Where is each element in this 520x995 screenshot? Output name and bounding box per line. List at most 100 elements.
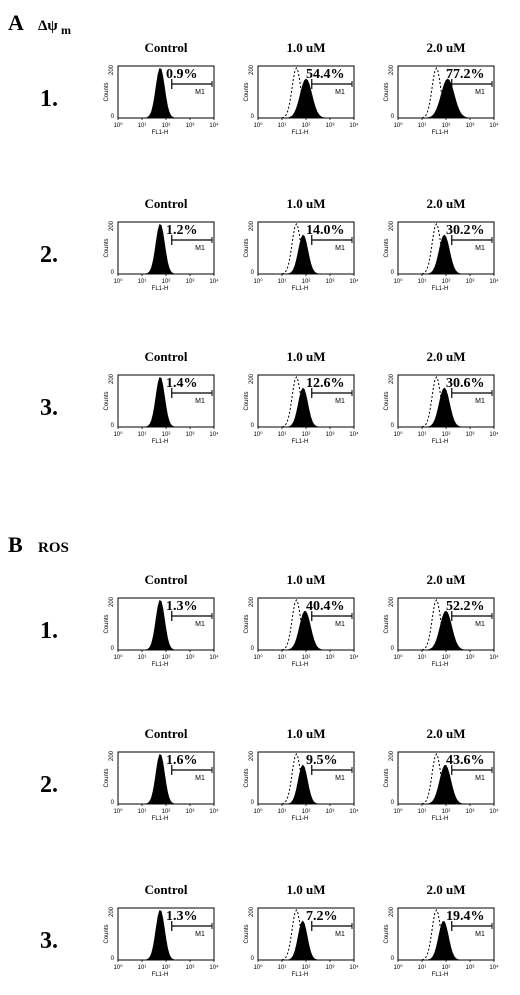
x-tick-label: 10⁰ (253, 964, 263, 971)
percent-label: 9.5% (306, 753, 338, 768)
column-title: 1.0 uM (287, 196, 326, 211)
x-tick-label: 10² (442, 123, 451, 129)
x-axis-label: FL1-H (432, 816, 449, 822)
x-tick-label: 10⁴ (209, 278, 219, 285)
x-axis-label: FL1-H (292, 286, 309, 292)
x-tick-label: 10⁴ (349, 654, 359, 661)
y-tick-label: 0 (391, 800, 395, 806)
x-tick-label: 10¹ (418, 123, 427, 129)
column-title: 2.0 uM (427, 726, 466, 741)
row-label: 1. (40, 618, 58, 644)
x-tick-label: 10¹ (278, 123, 287, 129)
x-tick-label: 10¹ (278, 279, 287, 285)
histogram-cell: Control 200 0 Counts 10⁰ 10¹ 10² 10³ 10⁴ FL1-H M1 0… (104, 40, 219, 136)
x-tick-label: 10⁴ (209, 122, 219, 129)
histogram-cell: 2.0 uM 200 0 Counts 10⁰ 10¹ 10² 10³ 10⁴ FL1-H M1 30… (384, 349, 499, 445)
x-tick-label: 10² (442, 432, 451, 438)
y-tick-label: 200 (249, 373, 255, 384)
y-tick-label: 200 (249, 906, 255, 917)
x-tick-label: 10² (302, 965, 311, 971)
histogram-filled (258, 78, 354, 119)
y-axis-label: Counts (244, 391, 250, 410)
row-label: 3. (40, 928, 58, 954)
gate-label: M1 (195, 775, 205, 782)
y-tick-label: 200 (109, 373, 115, 384)
gate-label: M1 (195, 398, 205, 405)
x-tick-label: 10³ (186, 123, 195, 129)
x-axis-label: FL1-H (152, 439, 169, 445)
x-tick-label: 10⁰ (113, 278, 123, 285)
x-tick-label: 10³ (466, 432, 475, 438)
x-tick-label: 10¹ (418, 432, 427, 438)
row-label: 3. (40, 395, 58, 421)
x-axis-label: FL1-H (152, 972, 169, 978)
y-tick-label: 0 (391, 270, 395, 276)
gate-label: M1 (475, 245, 485, 252)
y-tick-label: 0 (391, 114, 395, 120)
x-tick-label: 10² (162, 965, 171, 971)
panel-letter: A (8, 10, 24, 35)
x-tick-label: 10³ (466, 655, 475, 661)
y-tick-label: 200 (109, 596, 115, 607)
y-tick-label: 0 (391, 423, 395, 429)
histogram-filled (258, 387, 354, 428)
y-tick-label: 0 (111, 114, 115, 120)
gate-label: M1 (195, 931, 205, 938)
y-axis-label: Counts (104, 768, 110, 787)
x-tick-label: 10¹ (138, 655, 147, 661)
column-title: Control (144, 882, 187, 897)
percent-label: 0.9% (166, 67, 198, 82)
x-tick-label: 10⁰ (253, 808, 263, 815)
y-axis-label: Counts (384, 238, 390, 257)
x-tick-label: 10¹ (138, 432, 147, 438)
x-tick-label: 10³ (186, 809, 195, 815)
histogram-cell: Control 200 0 Counts 10⁰ 10¹ 10² 10³ 10⁴ FL1-H M1 1… (104, 196, 219, 292)
x-tick-label: 10³ (326, 965, 335, 971)
x-axis-label: FL1-H (432, 662, 449, 668)
panel-title-subscript: m (61, 23, 71, 37)
x-tick-label: 10³ (186, 965, 195, 971)
x-tick-label: 10¹ (278, 965, 287, 971)
y-axis-label: Counts (244, 238, 250, 257)
percent-label: 52.2% (446, 599, 485, 614)
gate-label: M1 (335, 621, 345, 628)
x-tick-label: 10⁰ (113, 808, 123, 815)
x-tick-label: 10¹ (418, 279, 427, 285)
percent-label: 14.0% (306, 223, 345, 238)
percent-label: 30.6% (446, 376, 485, 391)
percent-label: 40.4% (306, 599, 345, 614)
histogram-filled (398, 921, 494, 961)
x-tick-label: 10² (302, 279, 311, 285)
x-tick-label: 10² (442, 965, 451, 971)
y-tick-label: 200 (389, 373, 395, 384)
histogram-cell: Control 200 0 Counts 10⁰ 10¹ 10² 10³ 10⁴ FL1-H M1 1… (104, 882, 219, 978)
gate-label: M1 (195, 245, 205, 252)
x-tick-label: 10² (442, 279, 451, 285)
histogram-filled (398, 610, 494, 651)
x-axis-label: FL1-H (152, 816, 169, 822)
x-axis-label: FL1-H (432, 972, 449, 978)
histogram-cell: 1.0 uM 200 0 Counts 10⁰ 10¹ 10² 10³ 10⁴ FL1-H M1 12… (244, 349, 359, 445)
column-title: Control (144, 572, 187, 587)
x-tick-label: 10² (302, 809, 311, 815)
y-tick-label: 200 (389, 750, 395, 761)
histogram-cell: 2.0 uM 200 0 Counts 10⁰ 10¹ 10² 10³ 10⁴ FL1-H M1 77… (384, 40, 499, 136)
x-tick-label: 10⁴ (349, 278, 359, 285)
gate-label: M1 (475, 621, 485, 628)
x-tick-label: 10³ (326, 655, 335, 661)
x-tick-label: 10¹ (278, 809, 287, 815)
gate-label: M1 (475, 89, 485, 96)
x-tick-label: 10² (162, 123, 171, 129)
x-tick-label: 10⁴ (349, 122, 359, 129)
x-tick-label: 10⁴ (489, 964, 499, 971)
percent-label: 1.6% (166, 753, 198, 768)
histogram-cell: 1.0 uM 200 0 Counts 10⁰ 10¹ 10² 10³ 10⁴ FL1-H M1 9.… (244, 726, 359, 822)
y-tick-label: 0 (111, 423, 115, 429)
percent-label: 77.2% (446, 67, 485, 82)
gate-label: M1 (475, 398, 485, 405)
y-axis-label: Counts (244, 82, 250, 101)
panel-title: Δψ (38, 18, 58, 34)
gate-label: M1 (335, 245, 345, 252)
histogram-cell: 2.0 uM 200 0 Counts 10⁰ 10¹ 10² 10³ 10⁴ FL1-H M1 19… (384, 882, 499, 978)
x-tick-label: 10⁰ (393, 278, 403, 285)
